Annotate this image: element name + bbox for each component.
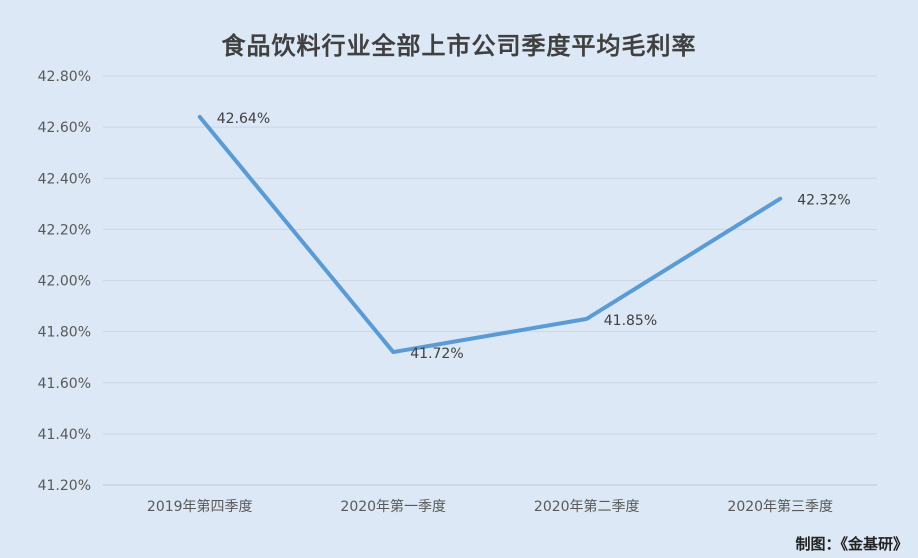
y-tick-label: 41.40% <box>38 427 91 443</box>
y-tick-label: 42.40% <box>38 171 91 187</box>
series-line <box>197 114 783 355</box>
x-tick-label: 2020年第二季度 <box>534 498 640 515</box>
y-tick-label: 41.60% <box>38 376 91 392</box>
y-tick-label: 42.80% <box>38 69 91 85</box>
y-tick-label: 41.20% <box>38 478 91 494</box>
y-tick-label: 42.60% <box>38 120 91 136</box>
y-tick-label: 42.00% <box>38 274 91 290</box>
y-tick-label: 42.20% <box>38 222 91 238</box>
chart-credit: 制图：《金基研》 <box>795 535 908 553</box>
data-label: 42.32% <box>797 193 850 209</box>
data-label: 41.85% <box>604 313 657 329</box>
data-label: 41.72% <box>410 346 463 362</box>
y-tick-label: 41.80% <box>38 325 91 341</box>
x-tick-label: 2019年第四季度 <box>147 498 253 515</box>
chart-title: 食品饮料行业全部上市公司季度平均毛利率 <box>221 32 697 60</box>
x-tick-label: 2020年第一季度 <box>340 498 446 515</box>
data-label: 42.64% <box>217 111 270 127</box>
x-tick-label: 2020年第三季度 <box>727 498 833 515</box>
